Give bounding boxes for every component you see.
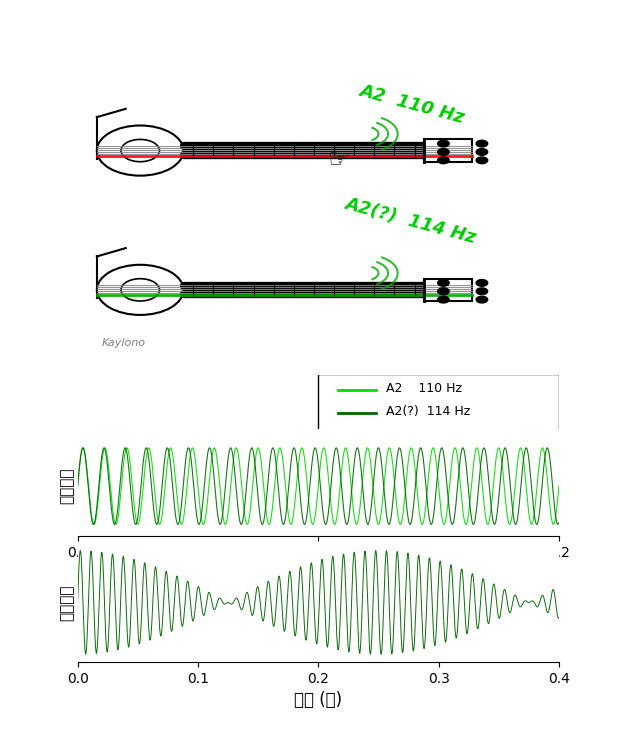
- Circle shape: [438, 149, 449, 155]
- Circle shape: [476, 141, 487, 147]
- Text: A2(?)  114 Hz: A2(?) 114 Hz: [386, 405, 470, 418]
- X-axis label: 시간 (초): 시간 (초): [294, 691, 342, 710]
- Text: A2(?)  114 Hz: A2(?) 114 Hz: [342, 194, 478, 246]
- Circle shape: [438, 280, 449, 286]
- Circle shape: [438, 296, 449, 303]
- Circle shape: [476, 157, 487, 164]
- Bar: [424, 279, 472, 301]
- Text: ☞: ☞: [328, 148, 350, 173]
- Bar: [424, 139, 472, 161]
- Circle shape: [476, 288, 487, 295]
- Text: Kaylono: Kaylono: [102, 338, 146, 347]
- FancyBboxPatch shape: [318, 373, 559, 431]
- Circle shape: [476, 296, 487, 303]
- Text: A2  110 Hz: A2 110 Hz: [356, 81, 466, 126]
- Y-axis label: 소리세기: 소리세기: [60, 584, 75, 620]
- Circle shape: [438, 288, 449, 295]
- Circle shape: [438, 141, 449, 147]
- Y-axis label: 소리세기: 소리세기: [60, 468, 75, 504]
- Text: A2    110 Hz: A2 110 Hz: [386, 382, 461, 395]
- Circle shape: [476, 149, 487, 155]
- Circle shape: [438, 157, 449, 164]
- Circle shape: [476, 280, 487, 286]
